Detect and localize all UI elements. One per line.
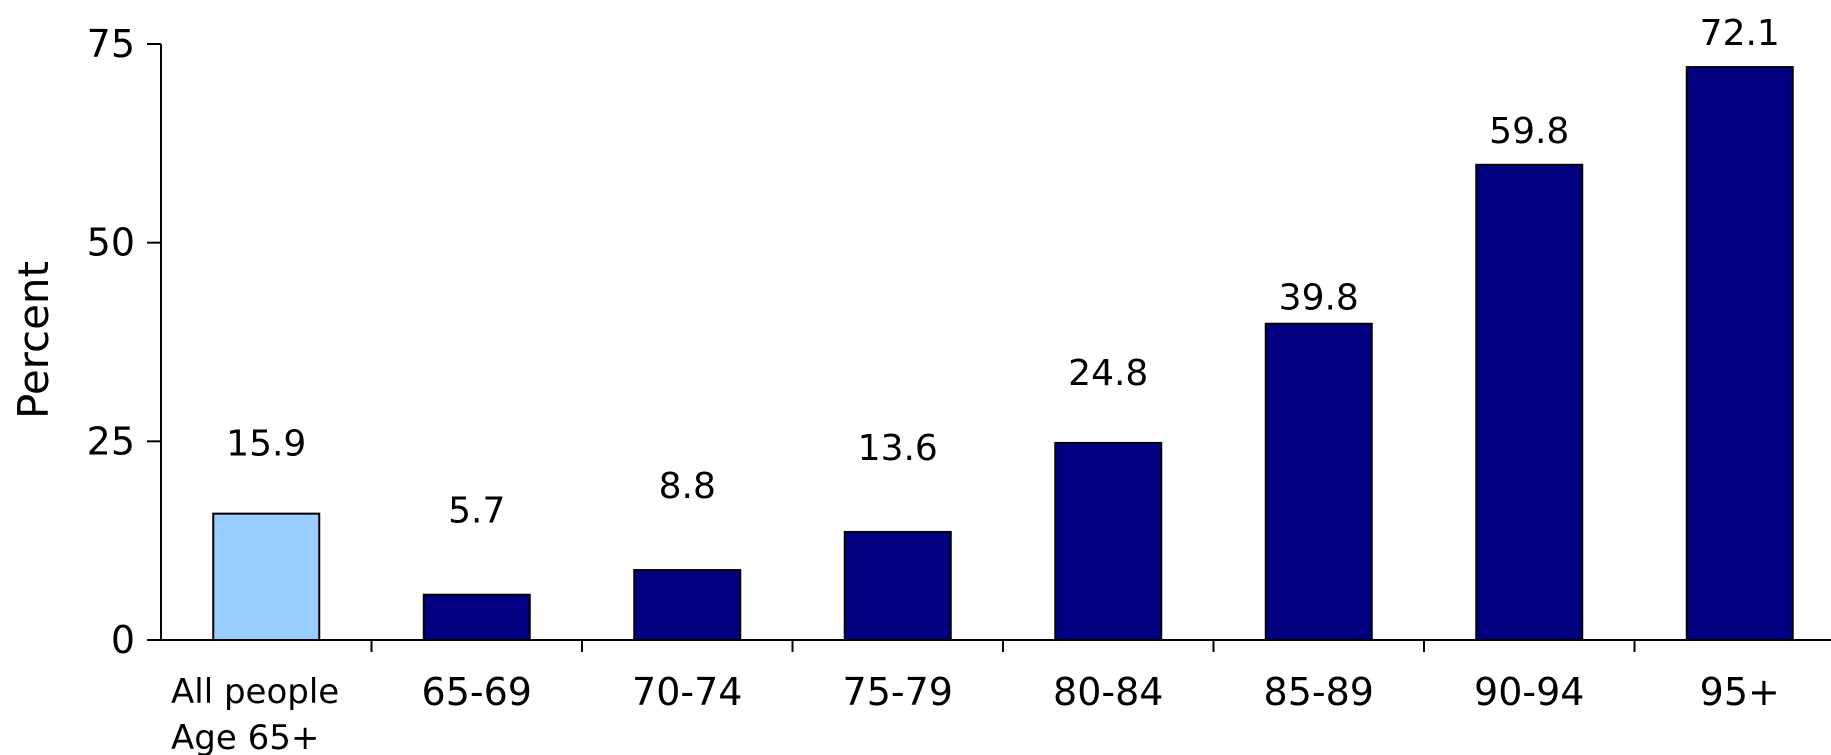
y-tick-label: 0 [111,618,135,662]
data-label: 15.9 [226,424,306,465]
bar [1475,163,1584,641]
x-category-label: 70-74 [632,670,742,714]
x-category-label: 80-84 [1053,670,1163,714]
data-label: 24.8 [1068,353,1148,394]
x-category-label: All people [171,672,339,712]
y-tick-label: 50 [87,221,135,265]
data-label: 72.1 [1700,13,1780,54]
y-tick-label: 25 [87,419,135,463]
data-label: 59.8 [1489,111,1569,152]
y-tick-label: 75 [87,22,135,66]
bar [1685,66,1794,641]
data-label: 5.7 [448,491,505,532]
y-axis-label: Percent [9,261,58,419]
x-category-label: 85-89 [1264,670,1374,714]
x-category-label: Age 65+ [171,718,319,755]
data-label: 39.8 [1279,278,1359,319]
x-category-label: 95+ [1700,670,1780,714]
bar [843,530,952,642]
bar [1054,441,1163,641]
data-label: 13.6 [858,428,938,469]
x-category-label: 65-69 [422,670,532,714]
bar [212,512,321,642]
x-category-label: 90-94 [1474,670,1584,714]
bar [633,569,742,641]
plot-area: 0 25 50 75 15.9 All people Age 65+ 5.7 65-69 8.8 7… [87,13,1831,755]
data-label: 8.8 [659,466,716,507]
x-category-label: 75-79 [843,670,953,714]
bar [422,593,531,641]
bar [1264,322,1373,641]
